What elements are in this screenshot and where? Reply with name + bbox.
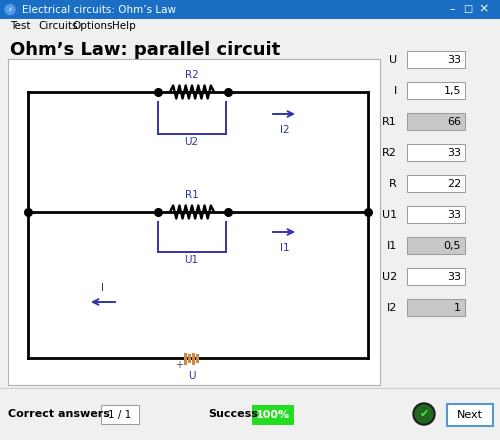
Text: R: R bbox=[389, 179, 397, 188]
Bar bbox=[252, 405, 294, 425]
Circle shape bbox=[415, 405, 433, 423]
Bar bbox=[407, 82, 465, 99]
Text: Correct answers: Correct answers bbox=[8, 409, 110, 419]
Circle shape bbox=[5, 4, 15, 15]
Text: Electrical circuits: Ohm’s Law: Electrical circuits: Ohm’s Law bbox=[22, 4, 176, 15]
Text: 33: 33 bbox=[447, 209, 461, 220]
Text: U1: U1 bbox=[382, 209, 397, 220]
Text: Options: Options bbox=[72, 21, 112, 31]
Text: U2: U2 bbox=[184, 137, 198, 147]
Text: +: + bbox=[175, 360, 183, 370]
Bar bbox=[407, 268, 465, 285]
Bar bbox=[407, 206, 465, 223]
Text: 1: 1 bbox=[454, 303, 461, 312]
Text: 1,5: 1,5 bbox=[444, 85, 461, 95]
Bar bbox=[0, 19, 500, 33]
Text: R1: R1 bbox=[382, 117, 397, 127]
Text: R2: R2 bbox=[382, 147, 397, 158]
Bar bbox=[407, 51, 465, 68]
Text: ⚡: ⚡ bbox=[8, 7, 12, 12]
Text: U: U bbox=[389, 55, 397, 65]
Text: 33: 33 bbox=[447, 271, 461, 282]
Text: Circuits: Circuits bbox=[38, 21, 78, 31]
Text: Help: Help bbox=[112, 21, 136, 31]
Text: 0,5: 0,5 bbox=[444, 241, 461, 250]
Text: R2: R2 bbox=[185, 70, 199, 80]
Text: I2: I2 bbox=[386, 303, 397, 312]
Text: I2: I2 bbox=[280, 125, 290, 135]
Text: Success: Success bbox=[208, 409, 258, 419]
Circle shape bbox=[413, 403, 435, 425]
Bar bbox=[407, 113, 465, 130]
Text: U2: U2 bbox=[382, 271, 397, 282]
Text: I: I bbox=[394, 85, 397, 95]
Text: ✔: ✔ bbox=[420, 409, 428, 419]
Bar bbox=[407, 175, 465, 192]
Text: I1: I1 bbox=[387, 241, 397, 250]
Text: 33: 33 bbox=[447, 55, 461, 65]
Text: 66: 66 bbox=[447, 117, 461, 127]
Bar bbox=[0, 388, 500, 440]
Bar bbox=[101, 405, 139, 424]
Text: U1: U1 bbox=[184, 255, 198, 265]
Text: Next: Next bbox=[457, 410, 483, 420]
Text: ×: × bbox=[479, 3, 489, 15]
Bar bbox=[8, 59, 380, 385]
Text: 22: 22 bbox=[447, 179, 461, 188]
Text: Ohm’s Law: parallel circuit: Ohm’s Law: parallel circuit bbox=[10, 41, 280, 59]
Text: I1: I1 bbox=[280, 243, 290, 253]
Text: Test: Test bbox=[10, 21, 30, 31]
Bar bbox=[447, 404, 493, 426]
Text: R1: R1 bbox=[185, 190, 199, 200]
Bar bbox=[407, 144, 465, 161]
Text: –: – bbox=[449, 4, 455, 14]
Text: I: I bbox=[102, 283, 104, 293]
Text: 1 / 1: 1 / 1 bbox=[108, 410, 132, 419]
Text: U: U bbox=[188, 371, 196, 381]
Text: □: □ bbox=[464, 4, 472, 14]
Bar bbox=[407, 237, 465, 254]
Text: 100%: 100% bbox=[256, 410, 290, 420]
Bar bbox=[0, 0, 500, 19]
Text: 33: 33 bbox=[447, 147, 461, 158]
Bar bbox=[407, 299, 465, 316]
